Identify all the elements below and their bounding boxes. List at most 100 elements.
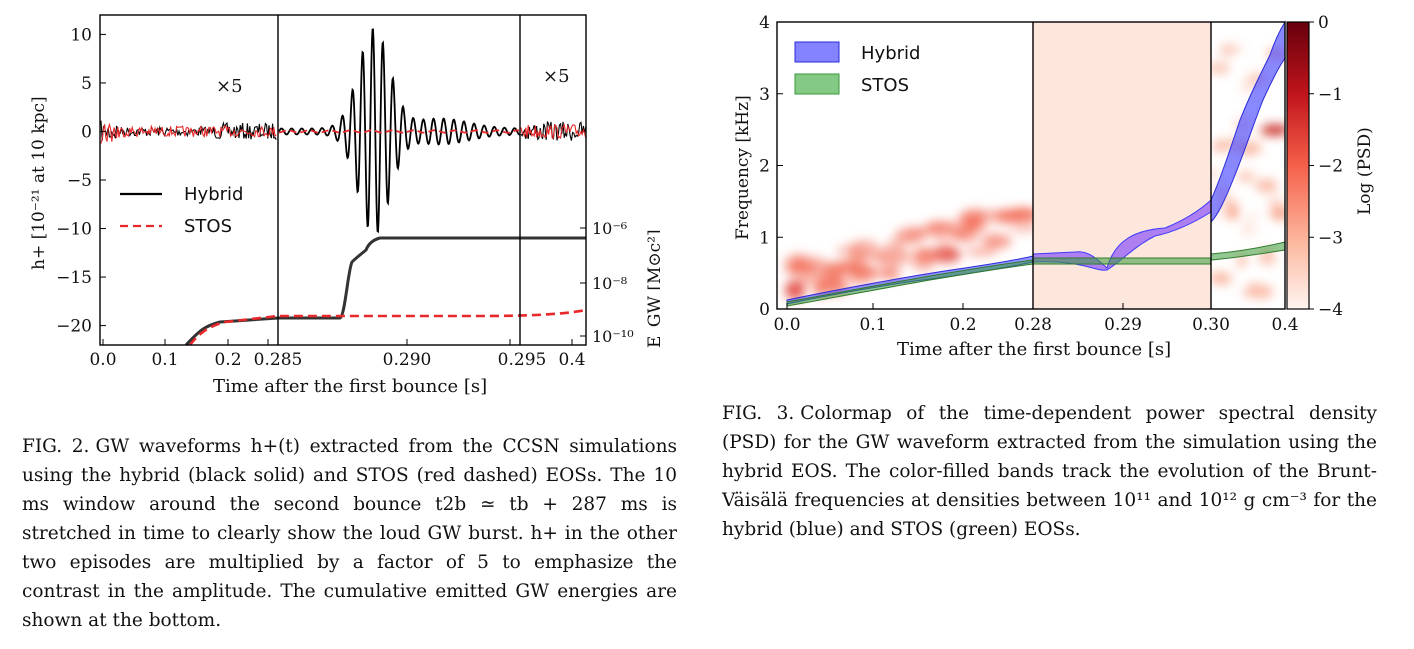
psd-blob — [1237, 170, 1256, 183]
x-tick-label: 0.2 — [949, 315, 976, 335]
legend: Hybrid STOS — [120, 184, 243, 237]
x-tick-label: 0.285 — [254, 350, 303, 370]
y-tick-label: 1 — [759, 228, 770, 248]
y-tick-label: 0 — [759, 300, 770, 320]
y2-tick-label: 10⁻¹⁰ — [592, 327, 634, 346]
psd-blob — [1249, 284, 1274, 299]
psd-blob — [1219, 43, 1237, 57]
y-axis-label: Frequency [kHz] — [733, 95, 753, 240]
axis-ticks: 10 5 0 −5 −10 −15 −20 10⁻⁶ 10⁻⁸ 10⁻¹⁰ 0.0 0.1 0.2 0.2… — [56, 25, 634, 370]
colorbar-tick-label: 0 — [1318, 13, 1329, 33]
colorbar-tick-label: −3 — [1318, 228, 1343, 248]
heatmap-blobs — [1211, 43, 1285, 299]
psd-blob — [799, 276, 819, 286]
figure-2-waveforms: 10 5 0 −5 −10 −15 −20 10⁻⁶ 10⁻⁸ 10⁻¹⁰ 0.0 0.1 0.2 0.2… — [29, 14, 660, 397]
x-tick-label: 0.0 — [89, 350, 116, 370]
colorbar — [1286, 21, 1310, 310]
psd-blob — [882, 242, 905, 255]
psd-blob — [887, 236, 917, 244]
psd-blob — [1240, 221, 1256, 237]
x-tick-label: 0.1 — [151, 350, 178, 370]
x-tick-label: 0.4 — [558, 350, 585, 370]
psd-blob — [812, 283, 826, 296]
psd-blob — [1269, 206, 1285, 221]
x-tick-label: 0.29 — [1104, 315, 1142, 335]
psd-blob — [1238, 84, 1258, 92]
psd-blob — [933, 247, 961, 263]
y-tick-label: 0 — [81, 122, 92, 142]
hybrid-waveform-late — [520, 121, 586, 141]
colorbar-tick-label: −2 — [1318, 157, 1343, 177]
x-axis-label: Time after the first bounce [s] — [213, 376, 487, 397]
psd-blob — [1268, 195, 1283, 209]
heatmap-panel-burst — [1033, 22, 1211, 309]
psd-blob — [907, 226, 937, 238]
psd-blob — [785, 280, 805, 300]
heatmap-panel-early — [782, 206, 1033, 300]
panel-multiplier: ×5 — [216, 76, 243, 97]
x-tick-label: 0.30 — [1192, 315, 1230, 335]
legend: Hybrid STOS — [794, 41, 920, 96]
stos-energy-curve — [188, 308, 587, 346]
legend-label-stos: STOS — [184, 216, 232, 237]
y2-tick-label: 10⁻⁶ — [592, 219, 627, 238]
colorbar-tick-label: −1 — [1318, 85, 1343, 105]
y-tick-label: −10 — [56, 220, 92, 240]
psd-blob — [949, 229, 963, 239]
legend-label-hybrid: Hybrid — [861, 43, 920, 64]
y-tick-label: 3 — [759, 85, 770, 105]
psd-blob — [979, 232, 1005, 245]
figure-3-caption: FIG. 3. Colormap of the time-dependent po… — [722, 399, 1377, 544]
plot-frame — [99, 14, 587, 346]
caption-label: FIG. 3. — [722, 403, 795, 424]
stos-waveform-late — [520, 122, 586, 140]
psd-blob — [867, 268, 893, 280]
psd-blob — [1254, 180, 1275, 188]
brunt-vaisala-bands — [786, 20, 1286, 307]
x-tick-label: 0.2 — [214, 350, 241, 370]
y-tick-label: −20 — [56, 317, 92, 337]
psd-blob — [1261, 124, 1285, 136]
y-axis-label: h+ [10⁻²¹ at 10 kpc] — [29, 96, 49, 270]
psd-blob — [1211, 270, 1222, 283]
x-tick-label: 0.295 — [498, 350, 547, 370]
stos-band — [1210, 241, 1286, 261]
psd-blob — [882, 258, 901, 266]
panel-multiplier: ×5 — [543, 66, 570, 87]
figure-2-caption: FIG. 2. GW waveforms h+(t) extracted from… — [22, 432, 677, 635]
psd-blob — [788, 253, 811, 264]
hybrid-energy-curve — [184, 236, 586, 347]
stos-band — [1032, 257, 1212, 265]
waveform-series — [100, 28, 587, 347]
x-axis-label: Time after the first bounce [s] — [897, 339, 1171, 360]
psd-blob — [1211, 61, 1230, 75]
y-tick-label: −15 — [56, 268, 92, 288]
x-tick-label: 0.28 — [1014, 315, 1052, 335]
psd-blob — [848, 239, 879, 255]
legend-label-stos: STOS — [861, 75, 909, 96]
heatmap-panel-late — [1211, 43, 1285, 299]
caption-label: FIG. 2. — [22, 436, 90, 457]
psd-background — [1033, 22, 1211, 309]
y-tick-label: 2 — [759, 157, 770, 177]
psd-blob — [823, 262, 845, 278]
psd-blob — [999, 209, 1024, 223]
y2-tick-label: 10⁻⁸ — [592, 274, 627, 293]
colorbar-label: Log (PSD) — [1355, 127, 1375, 215]
figure-3-psd: 0 1 2 3 4 0.0 0.1 0.2 0.28 0.29 0.30 0.4 0 −1 −2 −3 −4 H… — [733, 13, 1375, 360]
psd-heatmap — [782, 22, 1285, 309]
psd-blob — [844, 278, 874, 286]
x-tick-label: 0.290 — [383, 350, 432, 370]
legend-label-hybrid: Hybrid — [184, 184, 243, 205]
heatmap-blobs — [782, 206, 1033, 300]
y-tick-label: 4 — [759, 13, 770, 33]
caption-text: GW waveforms h+(t) extracted from the CC… — [22, 436, 677, 631]
caption-text: Colormap of the time-dependent power spe… — [722, 403, 1377, 540]
y-tick-label: 10 — [70, 25, 92, 45]
psd-blob — [846, 254, 867, 269]
y-tick-label: 5 — [81, 74, 92, 94]
psd-blob — [1246, 212, 1261, 219]
psd-blob — [913, 256, 937, 274]
hybrid-waveform-burst — [278, 28, 520, 234]
x-tick-label: 0.0 — [773, 315, 800, 335]
